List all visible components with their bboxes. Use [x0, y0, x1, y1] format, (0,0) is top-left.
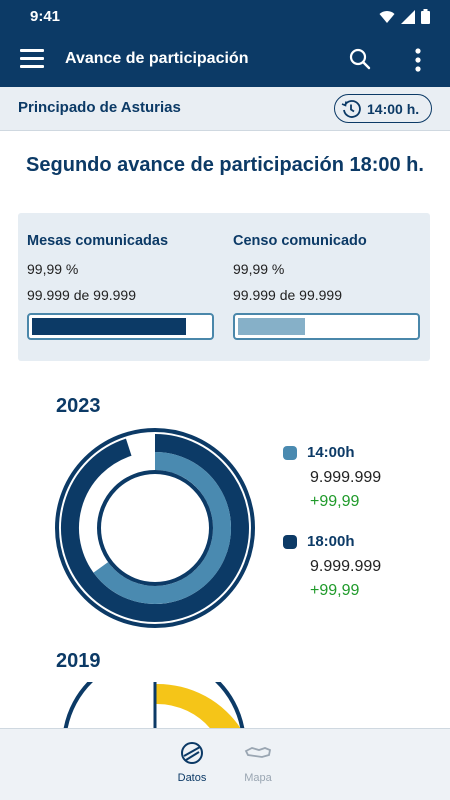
donut-center: [97, 470, 213, 586]
history-clock-icon: [341, 99, 361, 118]
wifi-icon: [379, 10, 395, 23]
region-bar: Principado de Asturias 14:00 h.: [0, 87, 450, 131]
page-heading: Segundo avance de participación 18:00 h.: [26, 154, 424, 176]
year-label-2019: 2019: [56, 650, 101, 672]
time-selector-label: 14:00 h.: [367, 100, 420, 117]
censo-count: 99.999 de 99.999: [233, 287, 342, 303]
map-icon: [244, 747, 272, 758]
hamburger-icon[interactable]: [20, 49, 44, 71]
time-selector[interactable]: 14:00 h.: [334, 94, 432, 123]
censo-percent: 99,99 %: [233, 261, 285, 277]
legend-value-18h: 9.999.999: [310, 558, 382, 575]
censo-progress-bar: [233, 313, 420, 340]
nav-label-mapa: Mapa: [244, 772, 272, 784]
nav-label-datos: Datos: [177, 772, 207, 784]
mesas-progress-fill: [32, 318, 186, 335]
mesas-count: 99.999 de 99.999: [27, 287, 136, 303]
legend-swatch-14h: [283, 445, 297, 460]
donut-arc-14h: [93, 452, 231, 604]
legend-change-18h: +99,99: [310, 582, 360, 599]
mesas-label: Mesas comunicadas: [27, 233, 169, 249]
status-time: 9:41: [30, 8, 61, 25]
donut-chart-2019: [63, 682, 245, 728]
donut-border-2019: [63, 682, 245, 728]
app-bar: Avance de participación: [0, 34, 450, 87]
legend-label-14h: 14:00h: [307, 444, 355, 461]
donut-outer-border: [55, 428, 255, 628]
summary-card: Mesas comunicadas 99,99 % 99.999 de 99.9…: [18, 213, 430, 361]
censo-label: Censo comunicado: [233, 233, 367, 249]
battery-icon: [421, 9, 430, 24]
legend-value-14h: 9.999.999: [310, 469, 382, 486]
system-icons: [379, 9, 430, 24]
mesas-percent: 99,99 %: [27, 261, 79, 277]
donut-arc-18h: [61, 434, 249, 622]
nav-item-datos[interactable]: Datos: [162, 741, 222, 784]
donut-slice-2019: [155, 683, 241, 728]
donut-chart-2023: [55, 428, 255, 628]
mesas-column: Mesas comunicadas 99,99 % 99.999 de 99.9…: [27, 233, 217, 340]
more-vert-icon[interactable]: [414, 47, 422, 73]
ballot-icon: [181, 742, 203, 764]
bottom-navigation: Datos Mapa: [0, 728, 450, 800]
region-name[interactable]: Principado de Asturias: [18, 99, 181, 116]
legend-change-14h: +99,99: [310, 493, 360, 510]
legend-2023: 14:00h 9.999.999 +99,99 18:00h 9.999.999…: [283, 444, 381, 600]
status-bar: 9:41: [0, 0, 450, 34]
search-icon[interactable]: [348, 47, 372, 71]
app-title: Avance de participación: [65, 50, 249, 67]
censo-column: Censo comunicado 99,99 % 99.999 de 99.99…: [233, 233, 423, 340]
legend-swatch-18h: [283, 534, 297, 549]
nav-item-mapa[interactable]: Mapa: [228, 741, 288, 784]
legend-item-14h: 14:00h: [283, 444, 381, 461]
legend-item-18h: 18:00h: [283, 533, 381, 550]
legend-label-18h: 18:00h: [307, 533, 355, 550]
signal-icon: [401, 9, 415, 24]
year-label-2023: 2023: [56, 395, 101, 417]
censo-progress-fill: [238, 318, 306, 335]
mesas-progress-bar: [27, 313, 214, 340]
